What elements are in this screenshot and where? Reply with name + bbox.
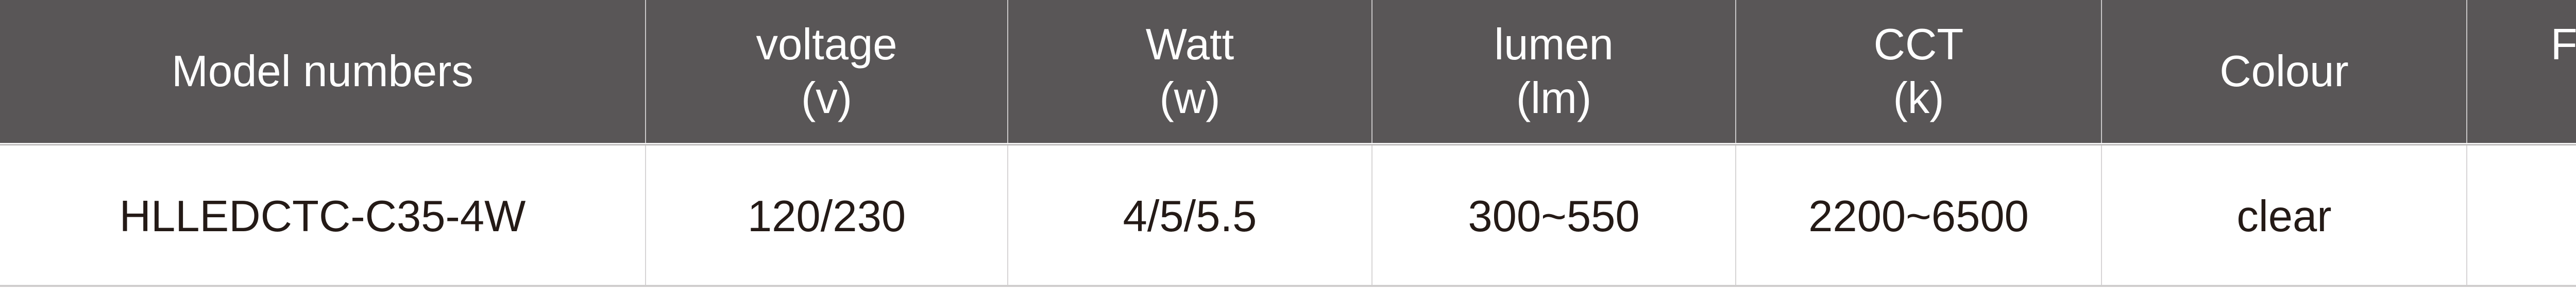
table-data-row: HLLEDCTC-C35-4W 120/230 4/5/5.5 300~550 …	[0, 146, 2576, 285]
header-cell-filaments-count: FilamentsCount	[2467, 0, 2576, 143]
header-unit: (k)	[1893, 73, 1944, 123]
header-unit: (w)	[1159, 73, 1221, 123]
header-label: Watt	[1145, 20, 1234, 69]
cell-watt: 4/5/5.5	[1008, 146, 1372, 285]
header-unit: (v)	[801, 73, 853, 123]
header-cell-cct: CCT (k)	[1736, 0, 2102, 143]
header-cell-model-numbers: Model numbers	[0, 0, 646, 143]
header-separator-line	[0, 144, 2576, 146]
table-header-row: Model numbers voltage (v) Watt (w) lumen (l…	[0, 0, 2576, 143]
header-label: Model numbers	[172, 46, 473, 96]
cell-colour: clear	[2102, 146, 2467, 285]
header-label: voltage	[756, 20, 897, 69]
header-cell-voltage: voltage (v)	[646, 0, 1008, 143]
cell-voltage: 120/230	[646, 146, 1008, 285]
header-label: Filaments	[2550, 20, 2576, 69]
header-cell-watt: Watt (w)	[1008, 0, 1372, 143]
header-separator-gap	[0, 143, 2576, 144]
header-label: CCT	[1873, 20, 1964, 69]
cell-cct: 2200~6500	[1736, 146, 2102, 285]
cell-filaments-count: 4	[2467, 146, 2576, 285]
header-cell-lumen: lumen (lm)	[1372, 0, 1736, 143]
header-label: lumen	[1494, 20, 1614, 69]
table-bottom-border	[0, 285, 2576, 287]
header-unit: (lm)	[1516, 73, 1592, 123]
cell-model-number: HLLEDCTC-C35-4W	[0, 146, 646, 285]
cell-lumen: 300~550	[1372, 146, 1736, 285]
header-cell-colour: Colour	[2102, 0, 2467, 143]
header-label: Colour	[2219, 46, 2349, 96]
